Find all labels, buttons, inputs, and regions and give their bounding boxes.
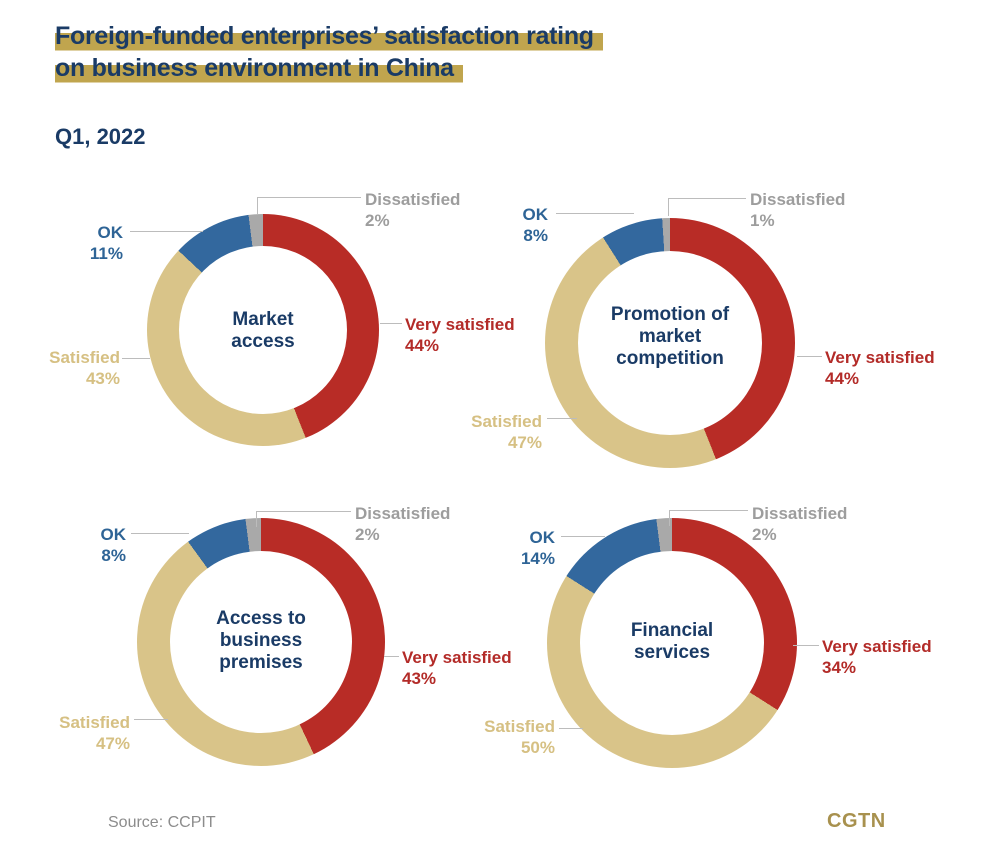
donut-hole [578, 251, 762, 435]
donut-financial-services [547, 518, 797, 768]
cgtn-logo: CGTN [827, 810, 886, 832]
label-dissatisfied: Dissatisfied 2% [365, 190, 461, 230]
title-line-2: on business environment in China [55, 52, 463, 84]
label-satisfied: Satisfied 47% [471, 412, 542, 452]
leader-line-very-satisfied [380, 323, 402, 324]
source-credit: Source: CCPIT [108, 814, 216, 831]
donut-hole [179, 246, 347, 414]
leader-line-dissatisfied-drop [668, 198, 669, 216]
chart-title: Promotion of market competition [610, 304, 730, 369]
chart-title: Access to business premises [216, 608, 306, 673]
label-satisfied: Satisfied 47% [59, 713, 130, 753]
donut-access-to-business-premises [137, 518, 385, 766]
leader-line-satisfied [547, 418, 577, 419]
leader-line-dissatisfied [668, 198, 746, 199]
label-very-satisfied: Very satisfied 43% [402, 648, 512, 688]
leader-line-dissatisfied-drop [669, 510, 670, 526]
label-dissatisfied: Dissatisfied 2% [355, 504, 451, 544]
label-ok: OK 11% [89, 223, 123, 263]
label-dissatisfied: Dissatisfied 2% [752, 504, 848, 544]
label-ok: OK 8% [522, 205, 549, 245]
leader-line-dissatisfied-drop [257, 197, 258, 214]
leader-line-satisfied [134, 719, 168, 720]
leader-line-satisfied [122, 358, 150, 359]
leader-line-dissatisfied [669, 510, 748, 511]
leader-line-dissatisfied [257, 197, 361, 198]
leader-line-very-satisfied [797, 356, 822, 357]
label-ok: OK 14% [520, 528, 555, 568]
label-dissatisfied: Dissatisfied 1% [750, 190, 846, 230]
leader-line-ok [130, 231, 203, 232]
donut-hole [580, 551, 764, 735]
period-label: Q1, 2022 [55, 124, 146, 149]
label-very-satisfied: Very satisfied 34% [822, 637, 932, 677]
donut-hole [170, 551, 352, 733]
leader-line-very-satisfied [384, 656, 399, 657]
label-satisfied: Satisfied 43% [49, 348, 120, 388]
leader-line-very-satisfied [793, 645, 819, 646]
label-very-satisfied: Very satisfied 44% [825, 348, 935, 388]
leader-line-dissatisfied [256, 511, 351, 512]
donut-market-access [147, 214, 379, 446]
leader-line-ok [131, 533, 189, 534]
leader-line-dissatisfied-drop [256, 511, 257, 527]
label-very-satisfied: Very satisfied 44% [405, 315, 515, 355]
chart-title: Market access [231, 309, 295, 352]
chart-title: Financial services [630, 620, 714, 663]
page-title: Foreign-funded enterprises’ satisfaction… [55, 20, 603, 84]
leader-line-ok [561, 536, 605, 537]
donut-promotion-of-market-competition [545, 218, 795, 468]
leader-line-satisfied [559, 728, 583, 729]
label-ok: OK 8% [100, 525, 127, 565]
label-satisfied: Satisfied 50% [484, 717, 555, 757]
title-line-1: Foreign-funded enterprises’ satisfaction… [55, 20, 603, 52]
leader-line-ok [556, 213, 634, 214]
